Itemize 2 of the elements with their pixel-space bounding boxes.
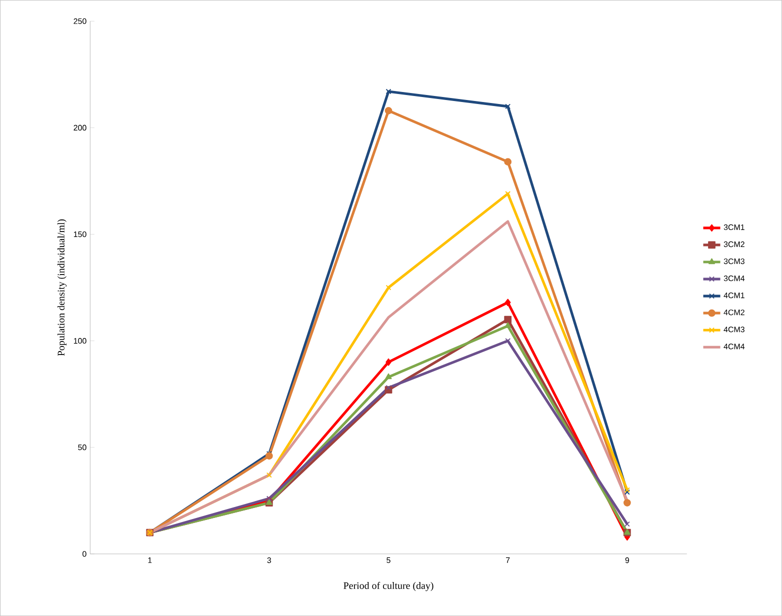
y-axis-title: Population density (individual/ml): [57, 219, 67, 356]
x-axis-title: Period of culture (day): [344, 582, 434, 592]
